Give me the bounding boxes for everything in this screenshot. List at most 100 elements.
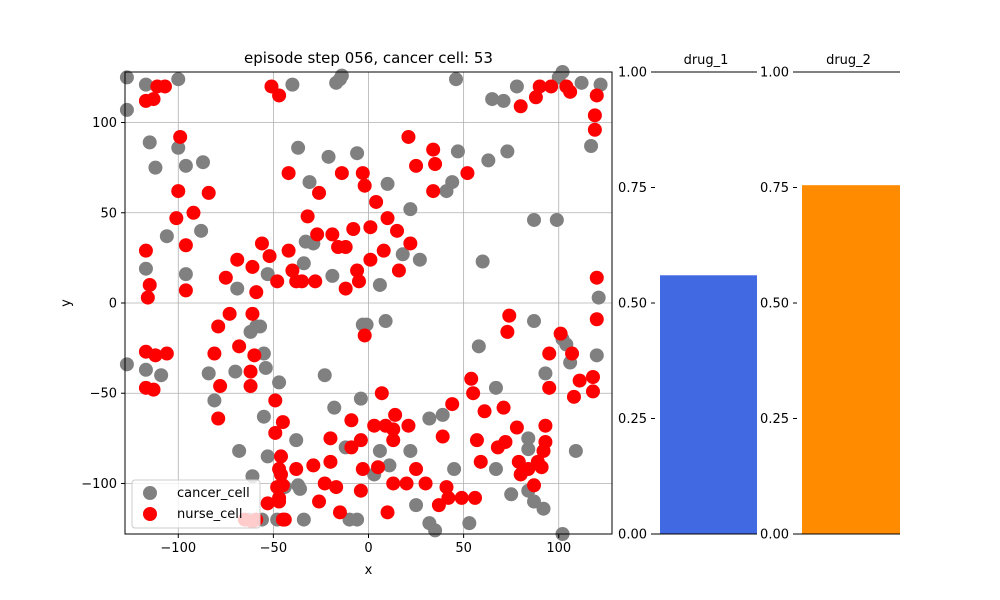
nurse-cell-point — [538, 418, 553, 433]
nurse-cell-point — [355, 462, 370, 477]
nurse-cell-point — [386, 433, 401, 448]
cancer-cell-point — [527, 212, 542, 227]
scatter-plot: −100 −50 0 50 100 −100 −50 0 50 100 episode step … — [59, 49, 613, 578]
nurse-cell-point — [473, 454, 488, 469]
nurse-cell-point — [275, 415, 290, 430]
nurse-cell-point — [268, 425, 283, 440]
cancer-cell-point — [171, 72, 186, 87]
nurse-cell-point — [308, 274, 323, 289]
cancer-cell-point — [138, 362, 153, 377]
nurse-cell-point — [589, 312, 604, 327]
cancer-cell-point — [527, 494, 542, 509]
cancer-cell-point — [232, 443, 247, 458]
nurse-cell-point — [157, 79, 172, 94]
cancer-cell-point — [327, 400, 342, 415]
nurse-cell-point — [138, 93, 153, 108]
drug-2-title: drug_2 — [826, 53, 871, 68]
nurse-cell-point — [409, 462, 424, 477]
nurse-cell-point — [388, 407, 403, 422]
cancer-cell-point — [504, 487, 519, 502]
nurse-cell-point — [399, 476, 414, 491]
cancer-cell-point — [353, 391, 368, 406]
cancer-cell-point — [228, 364, 243, 379]
nurse-cell-point — [502, 308, 517, 323]
nurse-cell-point — [325, 227, 340, 242]
nurse-cell-point — [553, 326, 568, 341]
legend-box — [131, 479, 261, 529]
nurse-cell-point — [178, 238, 193, 253]
cancer-cell-point — [260, 267, 275, 282]
nurse-cell-point — [542, 380, 557, 395]
cancer-cell-point — [350, 146, 365, 161]
nurse-cell-point — [247, 348, 262, 363]
y-axis-label: y — [59, 299, 74, 307]
legend-label-cancer-cell: cancer_cell — [177, 486, 250, 501]
y-tick-label: −50 — [90, 387, 117, 402]
cancer-cell-point — [159, 229, 174, 244]
nurse-cell-point — [357, 178, 372, 193]
y-tick-label: 0.25 — [618, 412, 647, 427]
nurse-cell-point — [312, 185, 327, 200]
y-tick-label: 50 — [100, 206, 117, 221]
drug-1-bar-chart: 0.00 0.25 0.50 0.75 1.00 drug_1 — [618, 53, 757, 543]
nurse-cell-point — [426, 184, 441, 199]
nurse-cell-point — [513, 99, 528, 114]
cancer-cell-point — [475, 254, 490, 269]
nurse-cell-point — [464, 371, 479, 386]
cancer-cell-point — [412, 252, 427, 267]
nurse-cell-point — [496, 400, 511, 415]
cancer-cell-point — [272, 375, 287, 390]
cancer-cell-point — [403, 443, 418, 458]
nurse-cell-point — [323, 454, 338, 469]
y-tick-label: 0.75 — [760, 181, 789, 196]
cancer-cell-point — [119, 102, 134, 117]
cancer-cell-point — [409, 498, 424, 513]
cancer-cell-point — [178, 267, 193, 282]
nurse-cell-point — [275, 478, 290, 493]
cancer-cell-point — [380, 176, 395, 191]
cancer-cell-point — [527, 314, 542, 329]
cancer-cell-point — [258, 360, 273, 375]
nurse-cell-point — [401, 129, 416, 144]
nurse-cell-point — [527, 478, 542, 493]
nurse-cell-point — [281, 243, 296, 258]
nurse-cell-point — [270, 274, 285, 289]
nurse-cell-point — [272, 494, 287, 509]
nurse-cell-point — [207, 346, 222, 361]
cancer-cell-point — [462, 516, 477, 531]
drug-2-bar — [802, 185, 900, 534]
y-tick-label: 100 — [92, 116, 117, 131]
nurse-cell-point — [173, 129, 188, 144]
nurse-cell-point — [589, 88, 604, 103]
nurse-cell-point — [351, 274, 366, 289]
nurse-cell-point — [563, 84, 578, 99]
nurse-cell-point — [521, 462, 536, 477]
nurse-cell-point — [498, 434, 513, 449]
nurse-cell-point — [272, 462, 287, 477]
nurse-cell-point — [275, 512, 290, 527]
cancer-cell-point — [194, 223, 209, 238]
cancer-cell-point — [403, 202, 418, 217]
nurse-cell-point — [369, 194, 384, 209]
nurse-cell-point — [142, 277, 157, 292]
x-tick-label: 50 — [455, 541, 472, 556]
cancer-cell-point — [496, 93, 511, 108]
nurse-cell-point — [285, 263, 300, 278]
nurse-cell-point — [371, 460, 386, 475]
cancer-cell-point — [359, 317, 374, 332]
nurse-cell-point — [245, 306, 260, 321]
nurse-cell-point — [243, 364, 258, 379]
cancer-cell-point — [260, 449, 275, 464]
nurse-cell-point — [294, 274, 309, 289]
nurse-cell-point — [386, 476, 401, 491]
cancer-cell-point — [536, 501, 551, 516]
nurse-cell-point — [460, 166, 475, 181]
nurse-cell-point — [232, 339, 247, 354]
y-tick-label: 1.00 — [618, 66, 647, 81]
nurse-cell-point — [332, 505, 347, 520]
y-tick-label: 0.00 — [618, 528, 647, 543]
legend: cancer_cell nurse_cell — [131, 479, 261, 529]
nurse-cell-point — [454, 490, 469, 505]
cancer-cell-point — [142, 135, 157, 150]
nurse-cell-point — [509, 420, 524, 435]
